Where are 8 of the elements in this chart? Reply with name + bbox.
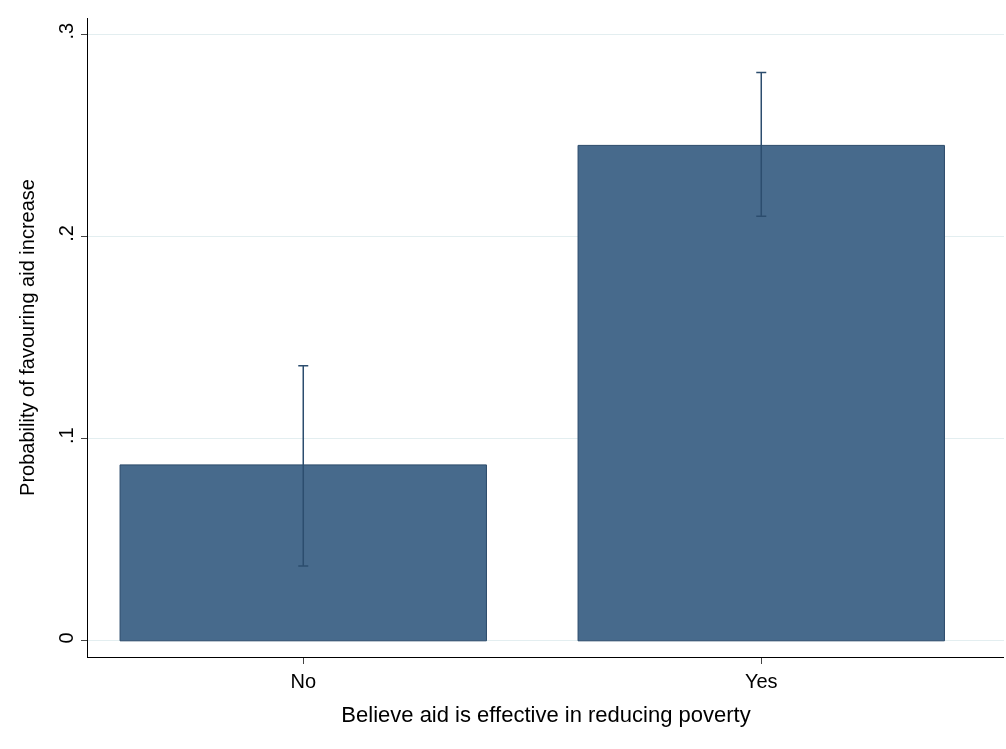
x-tick-label: Yes: [744, 670, 778, 692]
y-tick-label: .3: [55, 22, 77, 40]
y-tick-label: .2: [55, 225, 77, 242]
y-tick-label: .1: [55, 427, 77, 444]
x-axis-title: Believe aid is effective in reducing poverty: [341, 701, 751, 727]
x-tick-label: No: [290, 670, 317, 692]
y-axis-title: Probability of favouring aid increase: [15, 179, 38, 496]
y-tick-label: 0: [55, 632, 77, 644]
